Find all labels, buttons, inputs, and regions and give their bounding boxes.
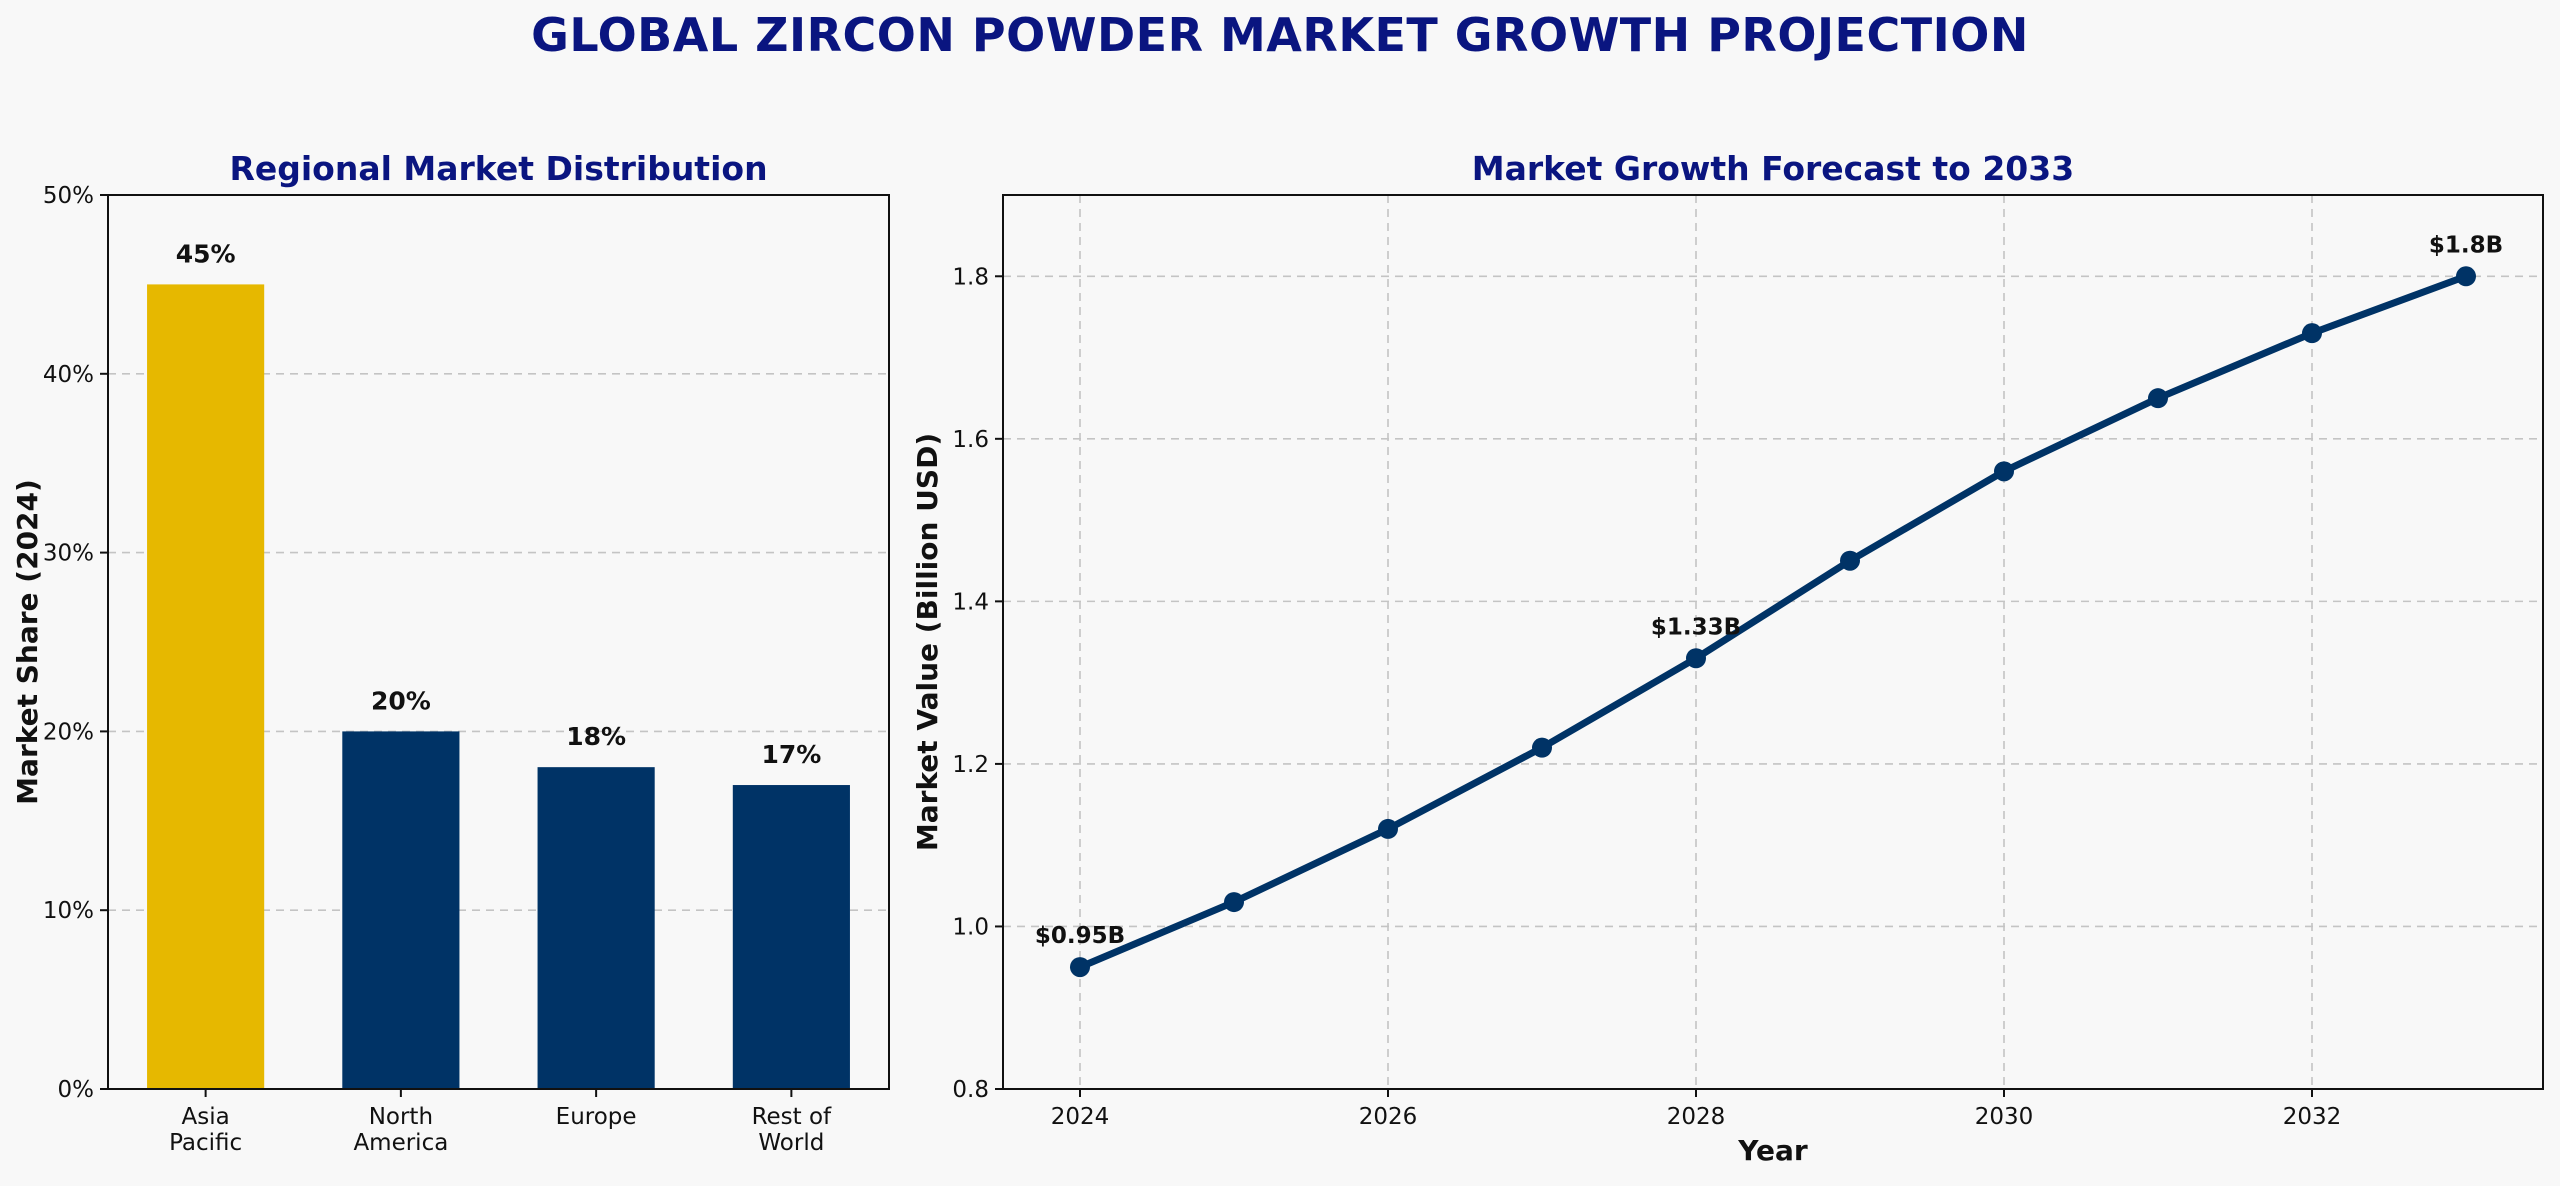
data-point — [2302, 323, 2322, 344]
x-tick-label: 2028 — [1667, 1104, 1726, 1130]
data-point — [1070, 957, 1090, 978]
x-tick-label: Europe — [556, 1104, 637, 1130]
bar-plot-frame — [107, 194, 890, 1090]
y-tick-label: 0.8 — [952, 1077, 989, 1103]
bar-chart-title: Regional Market Distribution — [229, 149, 767, 188]
data-point — [2148, 388, 2168, 409]
bar-data-label: 45% — [176, 239, 236, 268]
y-tick-label: 1.8 — [952, 264, 989, 290]
bar-data-label: 18% — [566, 722, 626, 751]
x-axis-label: Year — [1737, 1134, 1808, 1167]
y-tick-label: 50% — [43, 183, 94, 209]
x-tick-label: North America — [353, 1104, 448, 1156]
data-point — [1378, 818, 1398, 839]
line-plot-frame — [1002, 194, 2544, 1090]
point-annotation: $1.8B — [2429, 232, 2503, 258]
bar-chart-panel: 45% Asia Pacific 20% North America 18% Europe 17… — [11, 149, 890, 1156]
y-axis-label: Market Value (Billion USD) — [911, 433, 944, 851]
line-chart-title: Market Growth Forecast to 2033 — [1472, 149, 2074, 188]
bar — [732, 785, 850, 1089]
y-tick-label: 40% — [43, 362, 94, 388]
bar — [342, 731, 460, 1089]
y-tick-label: 10% — [43, 898, 94, 924]
data-point — [1686, 648, 1706, 669]
x-tick-label: 2032 — [2283, 1104, 2342, 1130]
y-tick-label: 1.4 — [952, 589, 989, 615]
point-annotation: $0.95B — [1035, 923, 1125, 949]
bar — [147, 284, 265, 1089]
bar — [537, 767, 655, 1089]
point-annotation: $1.33B — [1651, 614, 1741, 640]
bar-data-label: 17% — [761, 740, 821, 769]
data-point — [1994, 461, 2014, 482]
data-point — [1840, 550, 1860, 571]
x-tick-label: 2030 — [1975, 1104, 2034, 1130]
y-axis-label: Market Share (2024) — [11, 479, 44, 805]
y-tick-label: 1.6 — [952, 427, 989, 453]
y-tick-label: 30% — [43, 541, 94, 567]
series-line — [1076, 272, 2470, 971]
line-chart-panel: $0.95B $1.33B $1.8B 2024 2026 2028 2030 2032 0.8… — [911, 149, 2544, 1167]
x-tick-label: 2024 — [1051, 1104, 1110, 1130]
data-point — [2456, 266, 2476, 287]
x-tick-label: Rest of World — [752, 1104, 832, 1156]
y-tick-label: 1.2 — [952, 752, 989, 778]
x-tick-label: Asia Pacific — [169, 1104, 242, 1156]
y-tick-label: 1.0 — [952, 914, 989, 940]
y-tick-label: 0% — [58, 1077, 95, 1103]
data-point — [1224, 892, 1244, 913]
bar-data-label: 20% — [371, 686, 431, 715]
data-point — [1532, 737, 1552, 758]
y-tick-label: 20% — [43, 719, 94, 745]
x-tick-label: 2026 — [1359, 1104, 1418, 1130]
page-title: GLOBAL ZIRCON POWDER MARKET GROWTH PROJE… — [531, 8, 2029, 62]
